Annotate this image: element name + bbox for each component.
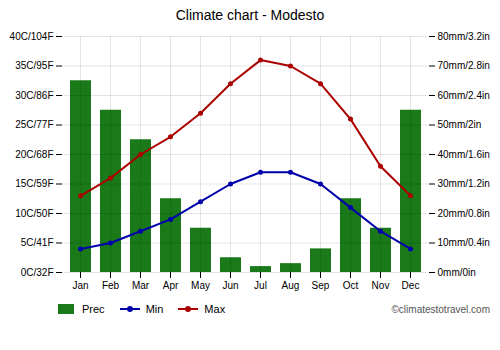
svg-text:Dec: Dec bbox=[402, 280, 420, 291]
svg-text:40C/104F: 40C/104F bbox=[10, 31, 54, 42]
svg-text:40mm/1.6in: 40mm/1.6in bbox=[438, 149, 490, 160]
html-text:Prec: Prec bbox=[82, 303, 105, 315]
svg-text:20mm/0.8in: 20mm/0.8in bbox=[438, 208, 490, 219]
svg-text:0C/32F: 0C/32F bbox=[21, 267, 54, 278]
svg-text:0mm/0in: 0mm/0in bbox=[438, 267, 476, 278]
svg-text:Mar: Mar bbox=[132, 280, 150, 291]
svg-text:Feb: Feb bbox=[102, 280, 120, 291]
svg-text:Jul: Jul bbox=[254, 280, 267, 291]
svg-text:5C/41F: 5C/41F bbox=[21, 237, 54, 248]
svg-text:Sep: Sep bbox=[312, 280, 330, 291]
svg-text:Nov: Nov bbox=[372, 280, 390, 291]
svg-text:10C/50F: 10C/50F bbox=[15, 208, 53, 219]
svg-text:30C/86F: 30C/86F bbox=[15, 90, 53, 101]
svg-text:Jun: Jun bbox=[222, 280, 238, 291]
svg-text:May: May bbox=[191, 280, 210, 291]
svg-text:60mm/2.4in: 60mm/2.4in bbox=[438, 90, 490, 101]
svg-text:Aug: Aug bbox=[282, 280, 300, 291]
svg-text:25C/77F: 25C/77F bbox=[15, 119, 53, 130]
html-text:Min: Min bbox=[145, 303, 164, 315]
svg-text:35C/95F: 35C/95F bbox=[15, 60, 53, 71]
svg-text:Apr: Apr bbox=[163, 280, 179, 291]
svg-text:70mm/2.8in: 70mm/2.8in bbox=[438, 60, 490, 71]
svg-text:Oct: Oct bbox=[343, 280, 359, 291]
svg-text:Jan: Jan bbox=[72, 280, 88, 291]
html-text:Max: Max bbox=[204, 303, 226, 315]
svg-text:80mm/3.2in: 80mm/3.2in bbox=[438, 31, 490, 42]
svg-text:10mm/0.4in: 10mm/0.4in bbox=[438, 237, 490, 248]
svg-text:15C/59F: 15C/59F bbox=[15, 178, 53, 189]
html-text:©climatestotravel.com: ©climatestotravel.com bbox=[391, 303, 490, 315]
svg-text:50mm/2in: 50mm/2in bbox=[438, 119, 482, 130]
html-text:Climate chart - Modesto: Climate chart - Modesto bbox=[175, 7, 325, 23]
svg-text:20C/68F: 20C/68F bbox=[15, 149, 53, 160]
svg-text:30mm/1.2in: 30mm/1.2in bbox=[438, 178, 490, 189]
